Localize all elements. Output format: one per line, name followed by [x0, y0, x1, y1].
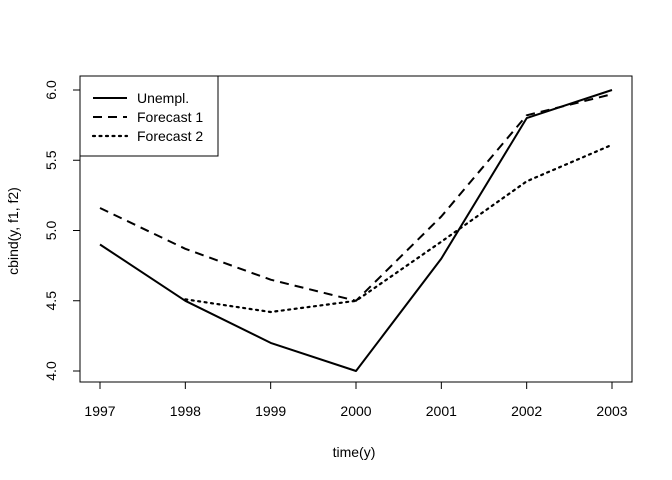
series-lines [99, 89, 614, 372]
x-axis-label: time(y) [333, 444, 376, 460]
x-tick-label: 2002 [511, 403, 542, 419]
legend: Unempl. Forecast 1 Forecast 2 [79, 75, 219, 157]
x-axis: 1997 1998 1999 2000 2001 2002 2003 [84, 381, 628, 419]
x-tick-label: 1997 [84, 403, 115, 419]
x-tick-label: 1999 [255, 403, 286, 419]
y-tick-label: 5.5 [43, 150, 59, 170]
y-axis: 4.0 4.5 5.0 5.5 6.0 [43, 80, 81, 381]
series-line-3 [184, 143, 614, 314]
legend-label-1: Unempl. [137, 90, 189, 106]
y-tick-label: 6.0 [43, 80, 59, 100]
x-tick-label: 1998 [170, 403, 201, 419]
y-tick-label: 4.0 [43, 361, 59, 381]
series-line-1 [99, 89, 613, 372]
y-axis-label: cbind(y, f1, f2) [5, 187, 21, 275]
x-tick-label: 2003 [596, 403, 627, 419]
legend-box [79, 75, 219, 157]
x-tick-label: 2000 [340, 403, 371, 419]
legend-label-2: Forecast 1 [137, 109, 203, 125]
legend-label-3: Forecast 2 [137, 128, 203, 144]
x-tick-label: 2001 [426, 403, 457, 419]
y-tick-label: 4.5 [43, 291, 59, 311]
y-tick-label: 5.0 [43, 221, 59, 241]
series-line-2 [99, 93, 613, 302]
